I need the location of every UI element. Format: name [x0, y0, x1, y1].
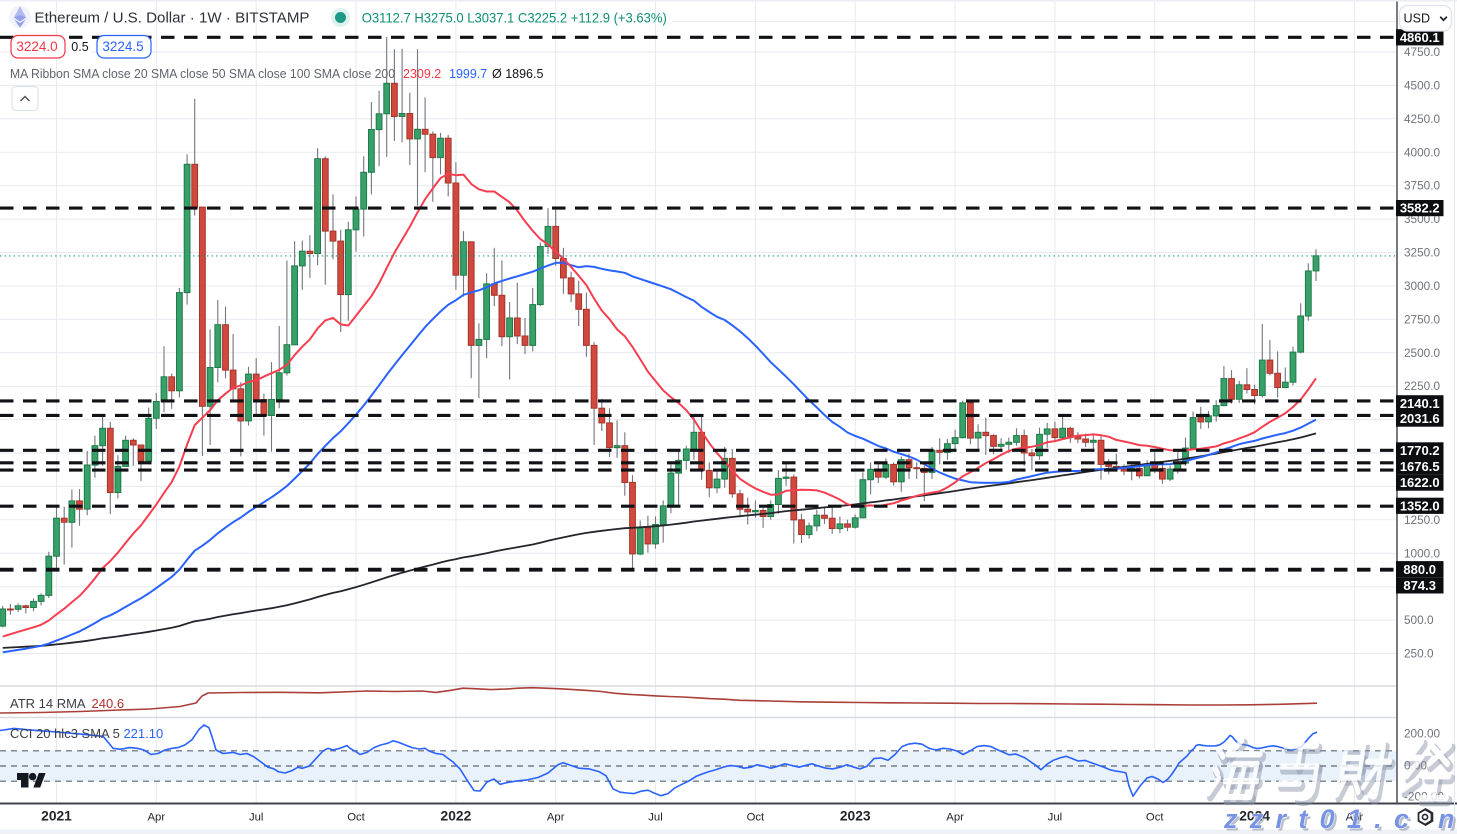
- svg-text:3750.0: 3750.0: [1404, 179, 1441, 193]
- svg-text:1000.0: 1000.0: [1404, 546, 1441, 560]
- svg-text:n: n: [1441, 807, 1457, 834]
- svg-text:Oct: Oct: [1146, 812, 1164, 824]
- svg-text:n: n: [1438, 804, 1455, 834]
- svg-text:2309.2: 2309.2: [403, 67, 441, 81]
- svg-text:1676.5: 1676.5: [1400, 459, 1440, 474]
- svg-text:Apr: Apr: [946, 812, 964, 824]
- svg-text:Jul: Jul: [648, 812, 662, 824]
- svg-text:2031.6: 2031.6: [1400, 411, 1440, 426]
- svg-text:Apr: Apr: [148, 812, 166, 824]
- svg-text:Ø 1896.5: Ø 1896.5: [492, 67, 543, 81]
- svg-text:3224.5: 3224.5: [102, 39, 143, 54]
- svg-text:250.0: 250.0: [1404, 647, 1434, 661]
- svg-text:4250.0: 4250.0: [1404, 112, 1441, 126]
- svg-text:Ethereum / U.S. Dollar · 1W ·: Ethereum / U.S. Dollar · 1W · BITSTAMP: [35, 11, 310, 27]
- svg-text:4750.0: 4750.0: [1404, 45, 1441, 59]
- svg-text:500.0: 500.0: [1404, 613, 1434, 627]
- svg-text:3582.2: 3582.2: [1400, 201, 1440, 216]
- svg-text:874.3: 874.3: [1403, 578, 1436, 593]
- svg-text:Apr: Apr: [1346, 812, 1364, 824]
- svg-text:2250.0: 2250.0: [1404, 379, 1441, 393]
- svg-text:Jul: Jul: [1048, 812, 1062, 824]
- svg-text:1250.0: 1250.0: [1404, 513, 1441, 527]
- svg-text:1352.0: 1352.0: [1400, 498, 1440, 513]
- svg-text:2750.0: 2750.0: [1404, 312, 1441, 326]
- svg-text:2024: 2024: [1239, 809, 1270, 824]
- svg-text:3250.0: 3250.0: [1404, 246, 1441, 260]
- svg-text:2023: 2023: [840, 809, 871, 824]
- svg-text:4000.0: 4000.0: [1404, 145, 1441, 159]
- svg-text:2500.0: 2500.0: [1404, 346, 1441, 360]
- svg-text:CCI 20 hlc3 SMA 5 221.10: CCI 20 hlc3 SMA 5 221.10: [10, 726, 163, 741]
- svg-text:4500.0: 4500.0: [1404, 78, 1441, 92]
- svg-text:3224.0: 3224.0: [16, 39, 57, 54]
- svg-text:4860.1: 4860.1: [1400, 30, 1440, 45]
- svg-text:2022: 2022: [441, 809, 472, 824]
- svg-text:Oct: Oct: [347, 812, 365, 824]
- svg-text:Oct: Oct: [747, 812, 765, 824]
- svg-text:2021: 2021: [41, 809, 72, 824]
- svg-text:Apr: Apr: [547, 812, 565, 824]
- svg-text:880.0: 880.0: [1403, 562, 1436, 577]
- svg-text:Jul: Jul: [249, 812, 263, 824]
- svg-text:USD: USD: [1404, 12, 1431, 26]
- svg-text:O3112.7 H3275.0 L3037.1 C3225.: O3112.7 H3275.0 L3037.1 C3225.2 +112.9 (…: [362, 10, 667, 26]
- svg-text:1622.0: 1622.0: [1400, 475, 1440, 490]
- svg-text:3000.0: 3000.0: [1404, 279, 1441, 293]
- svg-text:0.5: 0.5: [71, 40, 88, 54]
- svg-text:1770.2: 1770.2: [1400, 443, 1440, 458]
- svg-text:1999.7: 1999.7: [449, 67, 487, 81]
- svg-text:ATR 14 RMA 240.6: ATR 14 RMA 240.6: [10, 696, 124, 711]
- svg-text:MA Ribbon SMA close 20 SMA clo: MA Ribbon SMA close 20 SMA close 50 SMA …: [10, 67, 395, 81]
- svg-text:2140.1: 2140.1: [1400, 396, 1440, 411]
- svg-text:200.00: 200.00: [1404, 726, 1441, 740]
